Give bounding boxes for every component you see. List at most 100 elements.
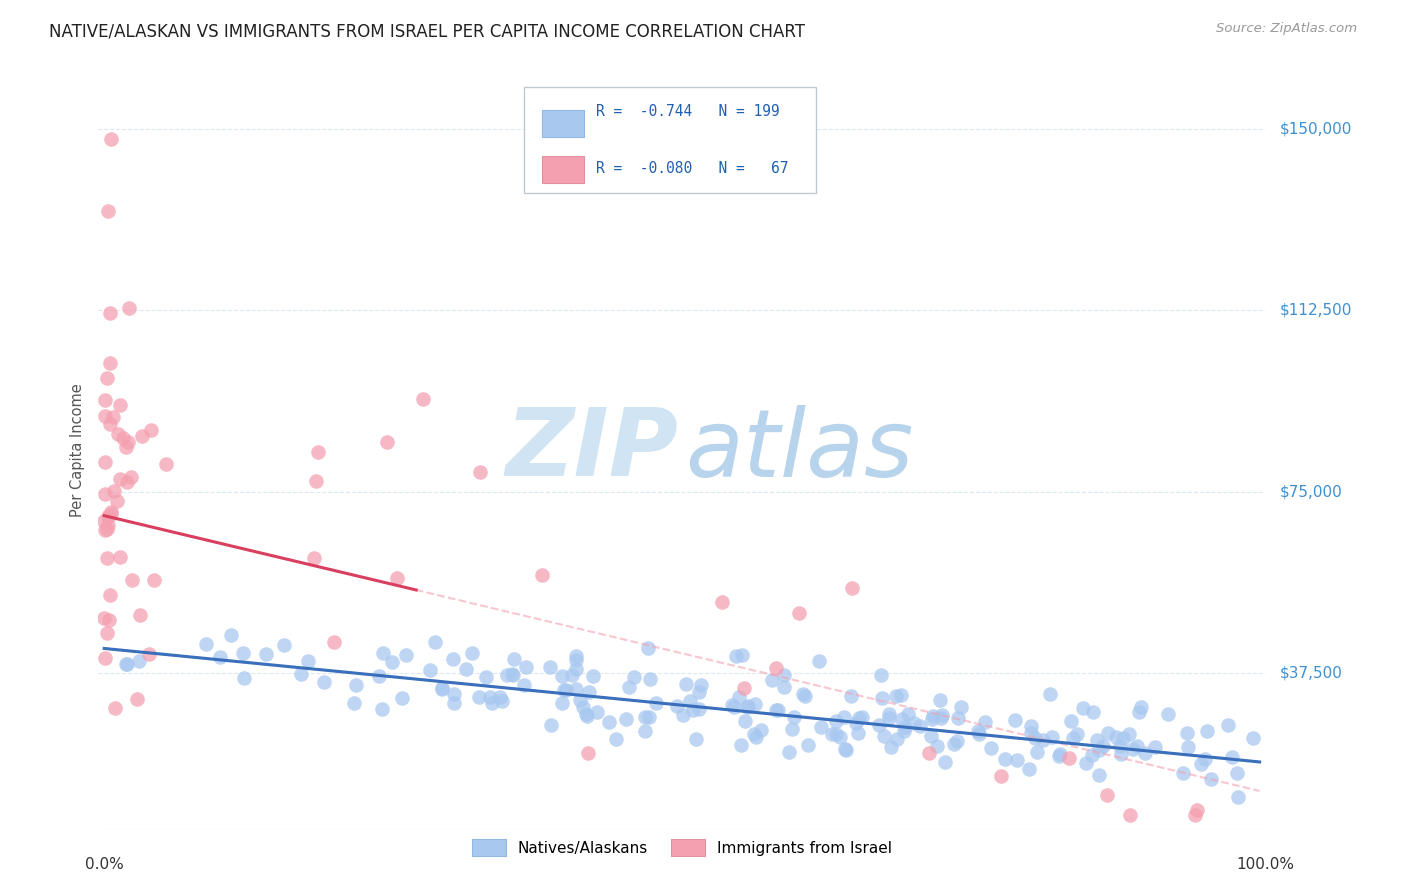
Point [614, 712, 637, 726]
Point [550, 668, 572, 682]
Point [585, 705, 607, 719]
Point [115, 475, 138, 489]
Point [117, 657, 139, 671]
Point [765, 661, 787, 675]
Point [1109, 747, 1132, 761]
Point [100, 588, 122, 602]
Point [120, 469, 142, 483]
Point [1095, 788, 1118, 802]
Point [605, 731, 627, 746]
Point [772, 668, 794, 682]
Point [501, 667, 523, 681]
Point [841, 581, 863, 595]
Point [1057, 751, 1080, 765]
Point [783, 709, 806, 723]
Point [903, 715, 925, 730]
Point [117, 434, 139, 449]
Point [1129, 699, 1152, 714]
Point [96, 550, 118, 565]
Point [115, 657, 138, 672]
Point [515, 659, 537, 673]
Point [115, 440, 138, 454]
Point [94, 487, 117, 501]
Point [98, 356, 121, 370]
Point [880, 739, 903, 754]
Point [110, 472, 132, 486]
Point [848, 711, 870, 725]
Point [489, 690, 512, 705]
Point [443, 696, 465, 710]
Point [1173, 766, 1195, 780]
Point [725, 648, 748, 663]
Point [419, 663, 441, 677]
Point [475, 670, 498, 684]
Point [1187, 803, 1209, 817]
Text: $75,000: $75,000 [1279, 484, 1343, 499]
Point [1144, 739, 1167, 754]
Point [531, 568, 554, 582]
Text: NATIVE/ALASKAN VS IMMIGRANTS FROM ISRAEL PER CAPITA INCOME CORRELATION CHART: NATIVE/ALASKAN VS IMMIGRANTS FROM ISRAEL… [49, 22, 806, 40]
Point [966, 723, 988, 738]
Point [1175, 725, 1198, 739]
Point [1060, 714, 1083, 728]
Point [371, 702, 394, 716]
Point [1040, 731, 1063, 745]
Point [679, 693, 702, 707]
Point [118, 301, 141, 315]
Point [1119, 808, 1142, 822]
Point [443, 687, 465, 701]
Point [93, 611, 115, 625]
Point [98, 417, 121, 431]
Legend: Natives/Alaskans, Immigrants from Israel: Natives/Alaskans, Immigrants from Israel [464, 831, 900, 863]
Text: R =  -0.744   N = 199: R = -0.744 N = 199 [596, 103, 779, 119]
Point [672, 707, 695, 722]
Point [727, 690, 749, 704]
Point [735, 700, 758, 714]
Point [1189, 757, 1212, 772]
Point [96, 371, 118, 385]
Point [886, 731, 908, 746]
Point [1194, 752, 1216, 766]
Point [1018, 762, 1040, 776]
Point [682, 703, 704, 717]
Point [1062, 731, 1084, 745]
Point [555, 682, 578, 697]
Point [550, 696, 572, 710]
Y-axis label: Per Capita Income: Per Capita Income [70, 384, 86, 517]
Point [634, 710, 657, 724]
Point [780, 722, 803, 736]
Point [1125, 739, 1147, 753]
Point [638, 672, 661, 686]
Point [93, 515, 115, 529]
Point [929, 692, 952, 706]
Point [931, 707, 953, 722]
Point [808, 655, 831, 669]
Point [1097, 726, 1119, 740]
Point [851, 710, 873, 724]
Point [232, 646, 254, 660]
Point [108, 549, 131, 564]
Point [637, 641, 659, 656]
Point [391, 691, 413, 706]
Point [302, 551, 325, 566]
Point [1177, 739, 1199, 754]
Point [721, 698, 744, 713]
Point [110, 398, 132, 412]
Point [846, 726, 869, 740]
Point [143, 573, 166, 587]
Point [1112, 731, 1135, 745]
Point [107, 426, 129, 441]
Point [96, 522, 118, 536]
Point [645, 697, 668, 711]
Point [576, 709, 599, 723]
Point [841, 689, 863, 703]
Point [94, 392, 117, 407]
Point [828, 730, 851, 744]
Point [967, 727, 990, 741]
Point [890, 688, 912, 702]
Point [131, 428, 153, 442]
Point [387, 571, 409, 585]
Point [208, 649, 231, 664]
Point [97, 613, 120, 627]
Point [129, 608, 152, 623]
